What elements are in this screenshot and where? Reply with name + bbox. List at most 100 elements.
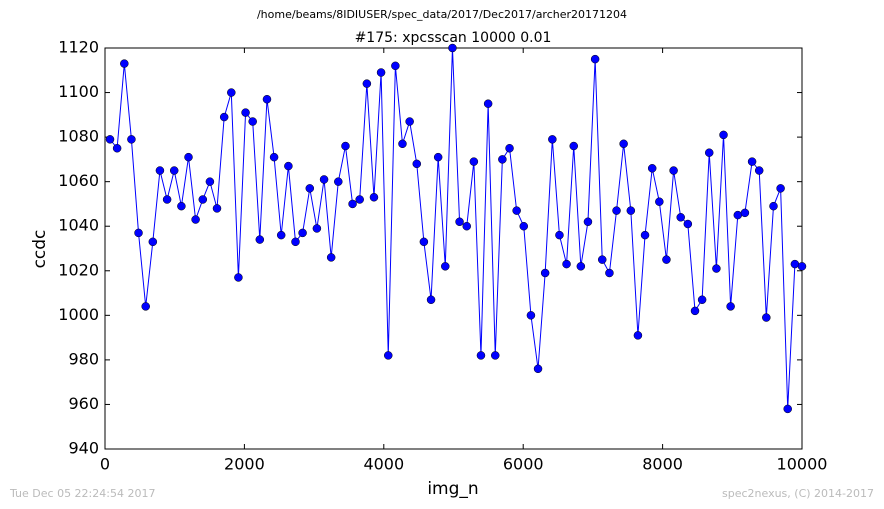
data-point [605,268,614,278]
data-point [505,144,514,153]
data-point [391,61,400,71]
data-point [526,311,536,320]
header: /home/beams/8IDIUSER/spec_data/2017/Dec2… [257,8,627,21]
data-point [298,228,307,238]
data-point [305,184,315,193]
data-point [562,259,571,269]
data-point [476,351,486,360]
data-point [690,306,700,316]
data-point [462,221,471,231]
data-point [376,68,386,77]
data-point [398,139,407,149]
chart-title: #175: xpcsscan 10000 0.01 [355,30,552,46]
y-tick-label: 1060 [58,171,99,190]
y-tick-label: 940 [68,439,99,458]
data-point [590,54,600,64]
y-tick-label: 1000 [58,305,99,324]
data-point [455,217,464,227]
data-point [555,230,564,240]
data-point [426,295,436,304]
data-point [704,148,714,157]
data-point [177,201,186,211]
data-point [512,206,521,215]
data-point [105,135,115,144]
data-point [726,302,735,311]
data-point [483,99,493,108]
data-point [284,161,293,171]
data-point [148,237,158,247]
data-point [262,94,272,104]
x-tick-label: 2000 [224,455,265,474]
y-tick-label: 960 [68,394,99,413]
data-point [769,201,778,211]
data-point [412,159,422,169]
x-axis-label: img_n [427,479,478,499]
data-point [712,264,721,273]
data-point [733,210,743,220]
data-point [198,195,208,204]
data-point [191,215,200,224]
data-point [655,197,664,206]
data-point [141,302,150,311]
y-tick-label: 1100 [58,82,99,101]
data-point [205,177,215,186]
plot-frame [104,47,803,450]
data-point [169,166,179,175]
data-point [219,112,229,122]
y-axis-label: ccdc [30,230,50,269]
data-point [234,273,243,282]
data-point [134,228,143,238]
data-point [334,177,343,186]
data-point [291,237,300,247]
footer-left: Tue Dec 05 22:24:54 2017 [9,487,155,500]
data-point [269,152,279,162]
data-point [405,117,414,126]
data-line [109,47,803,409]
data-point [120,59,129,68]
data-point [662,255,671,264]
x-tick-label: 6000 [503,455,544,474]
data-point [747,157,757,166]
data-point [754,166,764,175]
data-point [619,139,628,149]
data-point [419,237,429,247]
x-tick-label: 10000 [777,455,828,474]
data-point [362,79,372,88]
data-point [719,130,728,140]
data-point [276,230,286,240]
y-tick-label: 1020 [58,260,99,279]
data-point [341,141,350,151]
data-point [241,108,250,117]
x-tick-label: 8000 [642,455,683,474]
data-point [255,235,265,244]
data-point [640,230,650,240]
data-point [112,144,122,153]
data-point [762,313,771,322]
data-point [783,404,792,414]
data-point [448,43,457,53]
data-point [319,175,329,184]
data-point [326,253,336,262]
data-point [155,166,165,175]
data-point [162,195,172,204]
data-point [683,219,693,229]
data-point [612,206,621,215]
data-point [127,135,136,144]
y-tick-label: 980 [68,349,99,368]
data-point [776,184,785,193]
data-point [597,255,607,264]
data-point [355,195,364,204]
data-point [498,155,507,164]
data-point [569,141,578,151]
data-point [797,262,807,271]
data-point [384,351,393,360]
data-point [583,217,593,227]
data-point [533,364,543,374]
data-point [312,224,322,233]
x-tick-label: 0 [100,455,110,474]
data-point [441,262,450,271]
data-point [540,268,550,278]
data-point [633,331,643,340]
data-point [519,221,529,231]
